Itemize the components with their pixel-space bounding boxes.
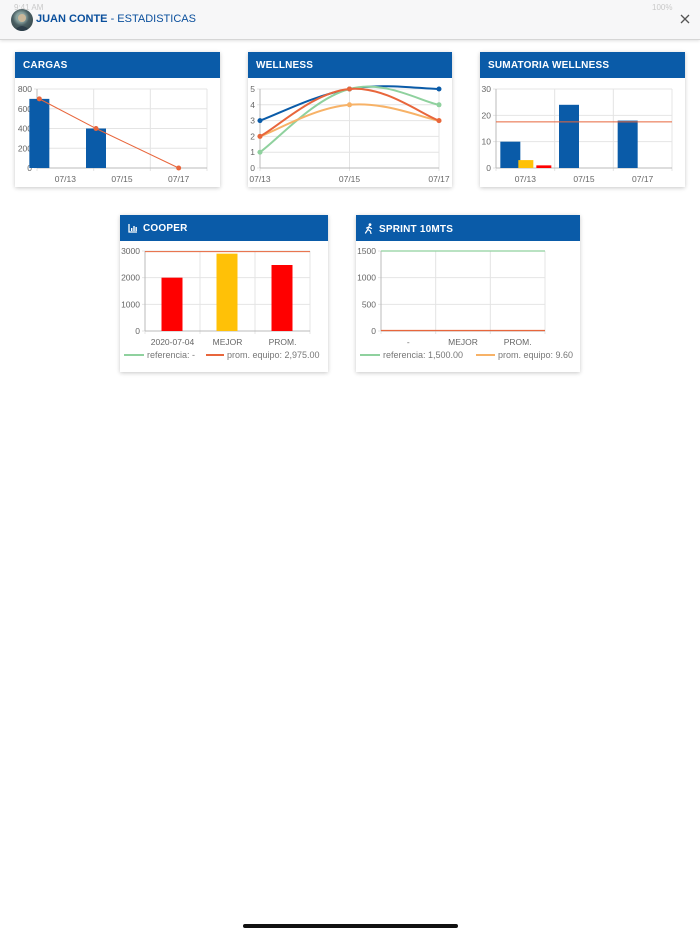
x-tick-label: 07/15 <box>573 174 595 184</box>
wellness-chart: 0 1 2 3 4 5 07/13 07/15 07/17 <box>249 84 450 184</box>
card-title: CARGAS <box>15 52 220 78</box>
series-point <box>436 118 442 124</box>
x-tick-label: PROM. <box>269 337 297 347</box>
sumatoria-chart: 0 10 20 30 07/13 07/15 07/17 <box>482 84 673 184</box>
legend-team-average: prom. equipo: 2,975.00 <box>227 350 320 360</box>
x-tick-label: 07/13 <box>515 174 537 184</box>
y-tick-label: 4 <box>250 100 255 110</box>
section-name: - ESTADISTICAS <box>107 13 196 25</box>
runner-icon <box>364 223 373 235</box>
y-tick-label: 10 <box>482 137 492 147</box>
y-tick-label: 600 <box>18 104 32 114</box>
page-title: JUAN CONTE - ESTADISTICAS <box>36 13 196 25</box>
y-tick-label: 2 <box>250 131 255 141</box>
x-tick-label: MEJOR <box>213 337 243 347</box>
card-title: WELLNESS <box>248 52 452 78</box>
bar <box>86 128 106 168</box>
card-cooper: COOPER 0 1000 2000 3000 2020-07-04 MEJOR PROM.… <box>120 215 328 372</box>
bar <box>161 277 183 331</box>
y-tick-label: 1 <box>250 147 255 157</box>
bar <box>518 160 534 168</box>
series-point <box>347 86 352 92</box>
y-tick-label: 30 <box>482 84 492 94</box>
close-icon <box>680 14 690 24</box>
legend-reference: referencia: 1,500.00 <box>383 350 463 360</box>
y-tick-label: 0 <box>250 163 255 173</box>
series-point <box>436 86 442 92</box>
y-tick-label: 20 <box>482 110 492 120</box>
x-tick-label: 07/15 <box>111 174 133 184</box>
y-tick-label: 500 <box>362 299 376 309</box>
x-tick-label: 07/17 <box>168 174 190 184</box>
x-tick-label: 07/17 <box>428 174 450 184</box>
y-tick-label: 2000 <box>121 273 140 283</box>
card-header: SPRINT 10MTS <box>356 215 580 241</box>
series-point <box>257 118 263 124</box>
status-time: 9:41 AM <box>14 3 44 12</box>
y-tick-label: 400 <box>18 124 32 134</box>
card-title: SPRINT 10MTS <box>379 224 454 235</box>
series-point <box>347 102 352 108</box>
sprint-chart: 0 500 1000 1500 - MEJOR PROM. referencia: 1,500… <box>357 246 573 360</box>
trend-point <box>176 165 182 171</box>
y-tick-label: 3 <box>250 116 255 126</box>
y-tick-label: 1000 <box>121 299 140 309</box>
bar <box>216 253 238 331</box>
bar <box>617 120 638 168</box>
series-point <box>257 149 263 155</box>
bar <box>29 98 50 168</box>
y-tick-label: 0 <box>135 326 140 336</box>
card-sumatoria-wellness: SUMATORIA WELLNESS 0 10 20 30 07/13 07/15 07/1… <box>480 52 685 187</box>
card-wellness: WELLNESS 0 1 2 3 4 5 07/13 07/15 07/17 <box>248 52 452 187</box>
y-tick-label: 1000 <box>357 273 376 283</box>
y-tick-label: 800 <box>18 84 32 94</box>
bar <box>500 141 521 168</box>
x-tick-label: 07/15 <box>339 174 361 184</box>
home-indicator[interactable] <box>243 924 458 928</box>
cooper-chart: 0 1000 2000 3000 2020-07-04 MEJOR PROM. referen… <box>121 246 320 360</box>
y-tick-label: 200 <box>18 143 32 153</box>
x-tick-label: - <box>407 337 410 347</box>
card-title: COOPER <box>143 223 188 234</box>
bar <box>559 104 579 168</box>
x-tick-label: MEJOR <box>448 337 478 347</box>
x-tick-label: 07/17 <box>632 174 654 184</box>
y-tick-label: 3000 <box>121 246 140 256</box>
x-tick-label: 07/13 <box>55 174 77 184</box>
player-name: JUAN CONTE <box>36 13 108 25</box>
top-bar: 9:41 AM 100% JUAN CONTE - ESTADISTICAS <box>0 0 700 40</box>
avatar[interactable] <box>11 9 33 31</box>
card-header: COOPER <box>120 215 328 241</box>
close-button[interactable] <box>676 10 694 28</box>
bar <box>536 165 552 168</box>
x-tick-label: PROM. <box>504 337 532 347</box>
trend-point <box>36 96 42 102</box>
y-tick-label: 5 <box>250 84 255 94</box>
x-tick-label: 07/13 <box>249 174 271 184</box>
y-tick-label: 0 <box>371 326 376 336</box>
status-battery: 100% <box>652 3 673 12</box>
legend-reference: referencia: - <box>147 350 195 360</box>
bar-chart-icon <box>128 224 137 233</box>
bar <box>271 265 293 331</box>
y-tick-label: 0 <box>486 163 491 173</box>
legend-team-average: prom. equipo: 9.60 <box>498 350 573 360</box>
y-tick-label: 1500 <box>357 246 376 256</box>
series-point <box>257 133 263 139</box>
card-sprint: SPRINT 10MTS 0 500 1000 1500 - MEJOR PROM. refe… <box>356 215 580 372</box>
trend-point <box>93 126 99 131</box>
series-point <box>436 102 442 108</box>
card-title: SUMATORIA WELLNESS <box>480 52 685 78</box>
x-tick-label: 2020-07-04 <box>151 337 195 347</box>
